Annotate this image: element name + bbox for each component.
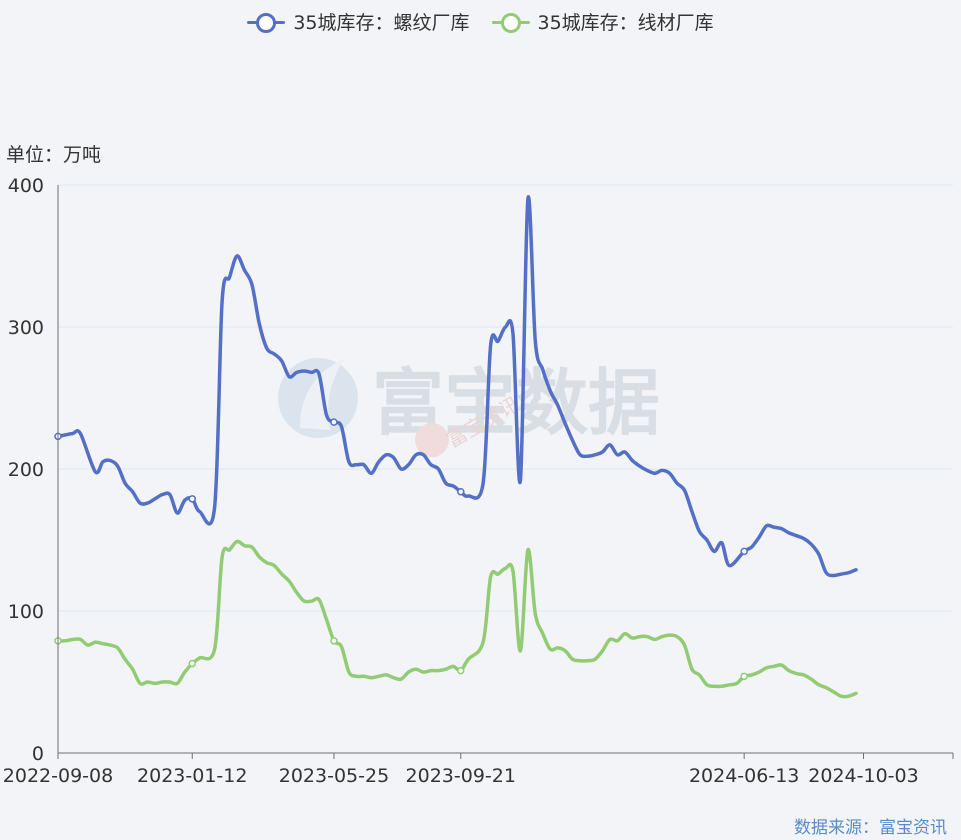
unit-label: 单位：万吨 [6,144,102,166]
y-tick-label: 200 [8,459,44,481]
data-point-rebar [457,487,465,496]
data-point-wire [740,672,748,681]
legend-wire-label: 35城库存：线材厂库 [537,12,714,34]
legend-rebar-marker-icon [247,12,286,33]
x-tick-label: 2022-09-08 [3,765,113,787]
x-tick-label: 2023-05-25 [279,765,389,787]
legend-item-rebar[interactable]: 35城库存：螺纹厂库 [247,8,470,35]
data-point-rebar [330,418,338,426]
axes: 0 100 200 300 400 2022-09-08 2023-01-12 2023-05… [3,175,954,787]
data-point-wire [188,659,196,668]
legend-item-wire[interactable]: 35城库存：线材厂库 [491,8,714,35]
legend-rebar-label: 35城库存：螺纹厂库 [293,12,470,34]
y-tick-label: 100 [8,601,44,623]
data-point-wire [457,666,465,675]
data-point-wire [330,637,338,645]
x-tick-label: 2024-06-13 [689,765,799,787]
legend-wire-marker-icon [491,12,530,33]
y-tick-label: 0 [32,743,44,765]
data-point-rebar [740,547,748,556]
y-tick-label: 300 [8,317,44,339]
x-tick-label: 2024-10-03 [808,765,918,787]
watermark: 富宝数据 富宝资讯 [278,358,660,457]
data-point-rebar [188,495,196,503]
series-layer [54,195,858,699]
watermark-sub-logo-icon [415,423,449,457]
series-line-wire [56,539,858,699]
legend: 35城库存：螺纹厂库 35城库存：线材厂库 [0,8,961,35]
x-tick-label: 2023-01-12 [137,765,247,787]
y-tick-label: 400 [8,175,44,197]
x-tick-label: 2023-09-21 [406,765,516,787]
source-label: 数据来源：富宝资讯 [794,818,947,838]
